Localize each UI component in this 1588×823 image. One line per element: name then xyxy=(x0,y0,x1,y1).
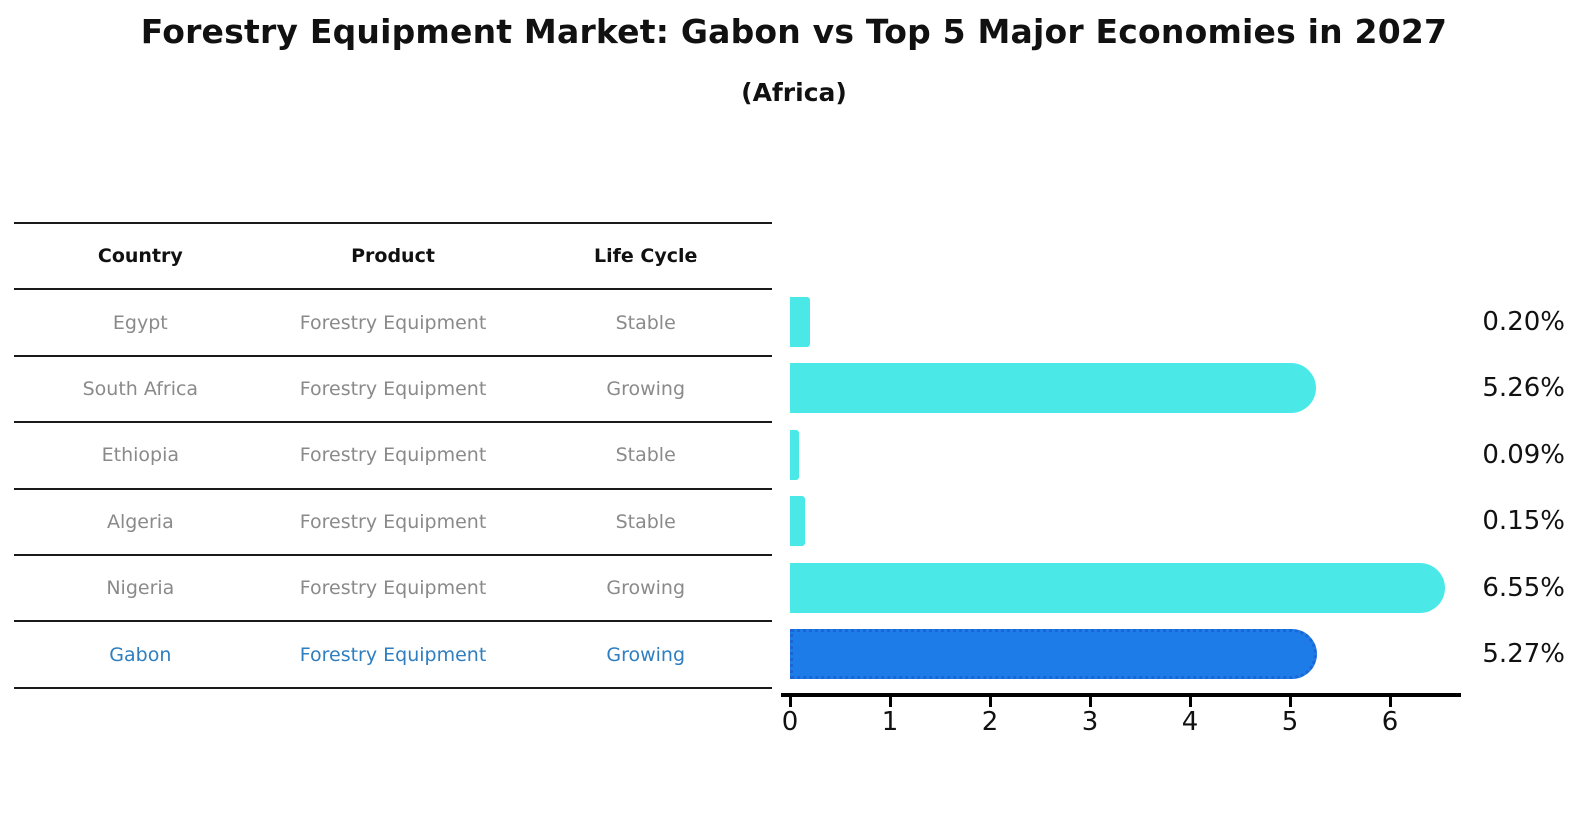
bar-gabon xyxy=(790,629,1317,679)
table-cell-life-cycle: Stable xyxy=(615,311,676,334)
x-axis-tick-label: 4 xyxy=(1181,707,1199,737)
x-axis-tick-label: 5 xyxy=(1281,707,1299,737)
x-axis-tick xyxy=(1388,697,1392,707)
x-axis-tick xyxy=(1188,697,1192,707)
table-cell-life-cycle: Stable xyxy=(615,444,676,467)
x-axis-tick-label: 2 xyxy=(981,707,999,737)
table-header-product: Product xyxy=(351,245,435,268)
table-row-gabon: Gabon Forestry Equipment Growing xyxy=(14,622,772,689)
bar-value-label-algeria: 0.15% xyxy=(1482,506,1565,537)
x-axis-tick xyxy=(788,697,792,707)
table-cell-product: Forestry Equipment xyxy=(299,577,487,600)
bar-ethiopia xyxy=(790,429,799,480)
chart-subtitle: (Africa) xyxy=(741,78,847,107)
x-axis-tick-label: 1 xyxy=(881,707,899,737)
table-row-egypt: Egypt Forestry Equipment Stable xyxy=(14,290,772,357)
bar-value-label-egypt: 0.20% xyxy=(1482,306,1565,337)
bar-south-africa xyxy=(790,363,1316,413)
table-cell-country: Algeria xyxy=(106,510,174,533)
bar-nigeria xyxy=(790,562,1445,613)
bar-value-label-gabon: 5.27% xyxy=(1482,639,1565,670)
bar-value-label-south-africa: 5.26% xyxy=(1482,373,1565,404)
table-cell-product: Forestry Equipment xyxy=(299,444,487,467)
x-axis-tick xyxy=(1288,697,1292,707)
table-row-algeria: Algeria Forestry Equipment Stable xyxy=(14,490,772,556)
table-cell-life-cycle: Growing xyxy=(606,643,686,666)
x-axis-tick-label: 3 xyxy=(1081,707,1099,737)
table-row-nigeria: Nigeria Forestry Equipment Growing xyxy=(14,556,772,623)
table-cell-country: Ethiopia xyxy=(101,444,180,467)
table-header-row: Country Product Life Cycle xyxy=(14,222,772,291)
bar-algeria xyxy=(790,496,805,546)
table-cell-life-cycle: Growing xyxy=(606,377,686,400)
x-axis-tick xyxy=(988,697,992,707)
x-axis-line xyxy=(781,693,1461,697)
x-axis-tick xyxy=(1088,697,1092,707)
table-cell-country: Nigeria xyxy=(106,577,175,600)
chart-title: Forestry Equipment Market: Gabon vs Top … xyxy=(140,12,1448,51)
x-axis-tick xyxy=(888,697,892,707)
table-cell-life-cycle: Growing xyxy=(606,577,686,600)
x-axis-tick-label: 6 xyxy=(1381,707,1399,737)
bar-value-label-ethiopia: 0.09% xyxy=(1482,439,1565,470)
table-header-lifecycle: Life Cycle xyxy=(593,245,698,268)
table-cell-country: South Africa xyxy=(82,377,199,400)
table-cell-life-cycle: Stable xyxy=(615,510,676,533)
table-cell-country: Egypt xyxy=(112,311,168,334)
table-cell-product: Forestry Equipment xyxy=(299,643,487,666)
table-cell-country: Gabon xyxy=(109,643,172,666)
table-body: Egypt Forestry Equipment Stable South Afric… xyxy=(14,290,772,689)
table-row-ethiopia: Ethiopia Forestry Equipment Stable xyxy=(14,423,772,490)
table-cell-product: Forestry Equipment xyxy=(299,311,487,334)
table-cell-product: Forestry Equipment xyxy=(299,377,487,400)
bar-egypt xyxy=(790,296,810,347)
table-header-country: Country xyxy=(97,245,183,268)
comparison-table: Country Product Life Cycle Egypt Forestry… xyxy=(14,222,772,689)
bar-value-label-nigeria: 6.55% xyxy=(1482,572,1565,603)
table-row-south-africa: South Africa Forestry Equipment Growing xyxy=(14,357,772,424)
x-axis-tick-label: 0 xyxy=(781,707,799,737)
table-cell-product: Forestry Equipment xyxy=(299,510,487,533)
